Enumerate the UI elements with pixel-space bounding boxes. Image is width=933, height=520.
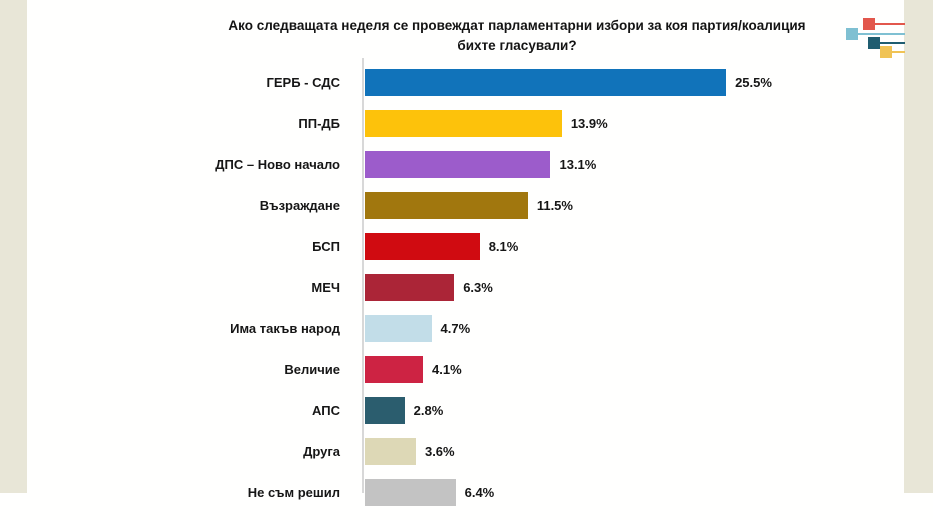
bar-row: БСП 8.1% (0, 233, 933, 260)
party-value: 4.1% (432, 362, 462, 377)
party-label: Друга (303, 444, 340, 459)
bar-row: Има такъв народ 4.7% (0, 315, 933, 342)
logo-square-teal-icon (868, 37, 880, 49)
party-bar (365, 69, 727, 96)
party-bar (365, 315, 432, 342)
party-label: БСП (312, 239, 340, 254)
bar-row: МЕЧ 6.3% (0, 274, 933, 301)
bar-chart: ГЕРБ - СДС 25.5% ПП-ДБ 13.9% ДПС – Ново … (0, 69, 933, 520)
chart-title: Ако следващата неделя се провеждат парла… (207, 16, 827, 57)
party-value: 2.8% (413, 403, 444, 418)
party-value: 8.1% (488, 239, 519, 254)
party-label: МЕЧ (311, 280, 340, 295)
party-value: 25.5% (735, 75, 772, 90)
party-value: 4.7% (440, 321, 471, 336)
party-label: Възраждане (259, 198, 340, 213)
bar-row: Възраждане 11.5% (0, 192, 933, 219)
party-label: ГЕРБ - СДС (266, 75, 340, 90)
party-bar (365, 233, 480, 260)
bar-row: Величие 4.1% (0, 356, 933, 383)
party-value: 3.6% (424, 444, 455, 459)
chart-title-line1: Ако следващата неделя се провеждат парла… (228, 18, 806, 33)
logo-square-red-icon (863, 18, 875, 30)
party-value: 11.5% (536, 198, 573, 213)
bar-row: АПС 2.8% (0, 397, 933, 424)
party-value: 13.9% (570, 116, 608, 131)
party-label: АПС (312, 403, 340, 418)
party-label: ДПС – Ново начало (215, 157, 340, 172)
chart-title-line2: бихте гласували? (457, 38, 577, 54)
party-bar (365, 192, 528, 219)
party-label: Има такъв народ (230, 321, 340, 336)
party-label: ПП-ДБ (298, 116, 340, 131)
bar-row: ДПС – Ново начало 13.1% (0, 151, 933, 178)
party-label: Величие (284, 362, 340, 377)
chart-axis-line (362, 58, 364, 493)
party-bar (365, 110, 562, 137)
bar-row: ГЕРБ - СДС 25.5% (0, 69, 933, 96)
logo-line-blue (858, 33, 905, 35)
party-value: 13.1% (559, 157, 597, 172)
party-bar (365, 438, 416, 465)
party-bar (365, 397, 405, 424)
logo-square-blue-icon (846, 28, 858, 40)
logo-line-teal (880, 42, 905, 44)
page-margin-left (0, 0, 27, 493)
bar-row: ПП-ДБ 13.9% (0, 110, 933, 137)
logo-line-yellow (892, 51, 905, 53)
bar-row: Друга 3.6% (0, 438, 933, 465)
party-bar (365, 274, 455, 301)
logo-line-red (875, 23, 905, 25)
agency-logo (845, 17, 905, 61)
party-value: 6.3% (463, 280, 493, 295)
logo-square-yellow-icon (880, 46, 892, 58)
party-bar (365, 151, 551, 178)
party-bar (365, 356, 424, 383)
page-margin-right (904, 0, 933, 493)
